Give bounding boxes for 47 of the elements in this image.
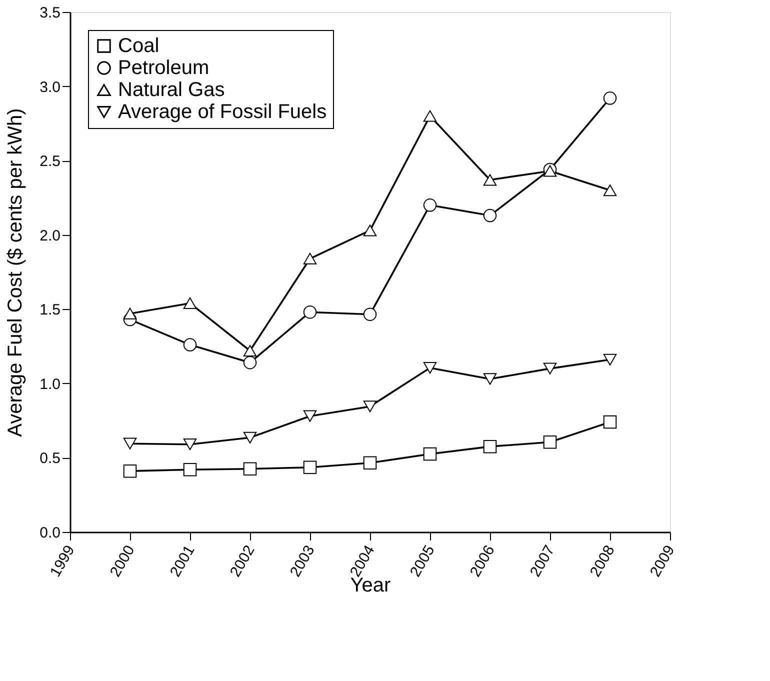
point [243,432,257,444]
point [363,224,377,236]
y-tick-label: 0.5 [40,450,60,468]
point [543,435,557,449]
point [303,460,317,474]
point [603,415,617,429]
point [243,462,257,476]
point [603,92,617,105]
point [423,447,437,461]
point [423,362,437,374]
y-tick-label: 0.0 [40,524,60,542]
point [183,338,197,352]
legend-label: Natural Gas [118,79,225,101]
point [183,462,197,476]
y-tick-label: 1.0 [40,376,60,393]
point [363,456,377,470]
point [603,184,617,196]
point [243,356,257,370]
point [123,308,137,320]
legend-label: Coal [118,35,160,57]
point [303,410,317,422]
point [483,208,497,222]
legend-label: Petroleum [118,57,210,79]
point [123,438,137,450]
y-tick-label: 3.0 [40,78,60,96]
point [543,362,557,374]
point [303,306,317,319]
point [543,165,557,177]
point [183,438,197,450]
y-tick-label: 2.5 [40,153,60,170]
point [423,198,437,212]
point [123,464,137,478]
point [483,440,497,454]
point [243,344,257,357]
y-tick-label: 1.5 [40,302,60,319]
legend-label: Average of Fossil Fuels [118,101,327,123]
point [483,174,497,186]
point [183,297,197,310]
y-tick-label: 2.0 [40,227,60,244]
point [363,308,377,321]
point [363,400,377,412]
point [303,252,317,264]
point [423,110,437,122]
point [603,354,617,366]
point [483,373,497,385]
y-tick-label: 3.5 [40,4,60,22]
y-axis-title: Average Fuel Cost ($ cents per kWh) [4,108,27,437]
